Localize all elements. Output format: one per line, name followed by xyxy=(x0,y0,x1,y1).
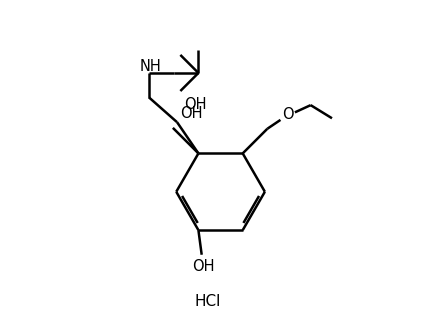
Text: HCl: HCl xyxy=(194,294,220,309)
Text: OH: OH xyxy=(192,259,214,274)
Text: OH: OH xyxy=(184,97,206,112)
Text: NH: NH xyxy=(140,59,162,74)
Text: O: O xyxy=(282,108,294,122)
Text: OH: OH xyxy=(180,106,202,120)
